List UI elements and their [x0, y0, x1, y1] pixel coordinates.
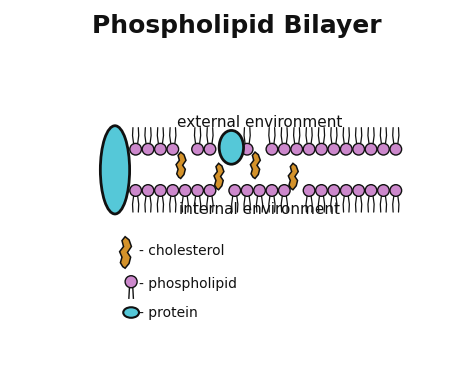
Ellipse shape [219, 130, 244, 164]
Polygon shape [119, 237, 131, 268]
Circle shape [390, 143, 401, 155]
Circle shape [155, 143, 166, 155]
Circle shape [130, 185, 141, 196]
Circle shape [353, 185, 365, 196]
Circle shape [353, 143, 365, 155]
Circle shape [229, 185, 241, 196]
Circle shape [155, 185, 166, 196]
Circle shape [130, 143, 141, 155]
Circle shape [142, 185, 154, 196]
Circle shape [167, 143, 179, 155]
Circle shape [303, 185, 315, 196]
Text: internal environment: internal environment [179, 202, 340, 217]
Polygon shape [288, 163, 298, 190]
Circle shape [266, 143, 278, 155]
Circle shape [328, 143, 340, 155]
Ellipse shape [123, 307, 139, 318]
Circle shape [241, 185, 253, 196]
Circle shape [125, 276, 137, 288]
Polygon shape [214, 163, 224, 190]
Circle shape [192, 185, 203, 196]
Circle shape [241, 143, 253, 155]
Circle shape [378, 185, 389, 196]
Text: - protein: - protein [139, 306, 198, 320]
Ellipse shape [100, 126, 129, 214]
Text: external environment: external environment [177, 115, 342, 130]
Circle shape [390, 185, 401, 196]
Circle shape [316, 143, 327, 155]
Circle shape [303, 143, 315, 155]
Circle shape [279, 185, 290, 196]
Circle shape [316, 185, 327, 196]
Circle shape [204, 143, 216, 155]
Circle shape [291, 143, 302, 155]
Circle shape [266, 185, 278, 196]
Circle shape [365, 185, 377, 196]
Text: - phospholipid: - phospholipid [139, 277, 237, 291]
Text: - cholesterol: - cholesterol [139, 243, 225, 258]
Polygon shape [176, 152, 186, 178]
Circle shape [279, 143, 290, 155]
Circle shape [365, 143, 377, 155]
Text: Phospholipid Bilayer: Phospholipid Bilayer [92, 14, 382, 38]
Circle shape [328, 185, 340, 196]
Circle shape [167, 185, 179, 196]
Circle shape [142, 143, 154, 155]
Polygon shape [250, 152, 260, 178]
Circle shape [179, 185, 191, 196]
Circle shape [254, 185, 265, 196]
Circle shape [204, 185, 216, 196]
Circle shape [340, 185, 352, 196]
Circle shape [192, 143, 203, 155]
Circle shape [340, 143, 352, 155]
Circle shape [378, 143, 389, 155]
